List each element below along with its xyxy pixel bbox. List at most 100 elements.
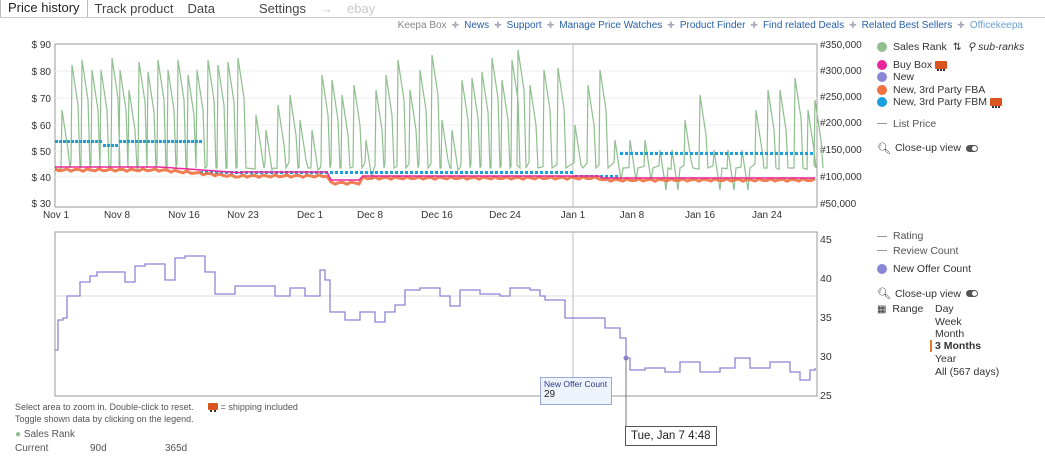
legend-buy-box-label: Buy Box	[893, 59, 932, 71]
fbm-point	[187, 140, 190, 143]
toggle-icon[interactable]	[966, 145, 978, 152]
tick-rank-300000: #300,000	[820, 66, 862, 77]
fbm-point	[83, 140, 86, 143]
sub-ranks-label: sub-ranks	[978, 41, 1024, 53]
review-dash-icon	[877, 250, 887, 251]
tick-price-50: $ 50	[32, 147, 52, 158]
range-day[interactable]: Day	[935, 303, 954, 315]
legend-sales-rank[interactable]: Sales Rank ⇅ ⚲ sub-ranks	[877, 41, 1024, 54]
fbm-point	[565, 171, 568, 174]
fbm-point	[520, 171, 523, 174]
fbm-point	[720, 152, 723, 155]
tick-nov-8: Nov 8	[104, 210, 131, 221]
fbm-point	[420, 171, 423, 174]
tick-nov-16: Nov 16	[168, 210, 200, 221]
fbm-point	[645, 152, 648, 155]
zoom-hint: Select area to zoom in. Double-click to …	[15, 402, 298, 412]
fbm-point	[535, 171, 538, 174]
legend-buy-box[interactable]: Buy Box	[877, 59, 1024, 72]
fbm-point	[71, 140, 74, 143]
top-left-axis: $ 90 $ 80 $ 70 $ 60 $ 50 $ 40 $ 30	[32, 40, 52, 210]
fbm-point	[111, 144, 114, 147]
tick-jan-8: Jan 8	[620, 210, 645, 221]
tick-jan-16: Jan 16	[685, 210, 715, 221]
fbm-point	[805, 152, 808, 155]
truck-icon	[208, 403, 218, 410]
fbm-point	[435, 171, 438, 174]
fbm-point	[330, 171, 333, 174]
fbm-point	[430, 171, 433, 174]
top-chart-grid	[55, 71, 817, 177]
fbm-point	[123, 140, 126, 143]
toggle-icon[interactable]	[966, 290, 978, 297]
fbm-point	[765, 152, 768, 155]
buy-box-dot-icon	[877, 60, 887, 70]
fbm-point	[87, 140, 90, 143]
fbm-point	[365, 171, 368, 174]
fbm-point	[183, 140, 186, 143]
fbm-point	[475, 171, 478, 174]
fbm-point	[525, 171, 528, 174]
legend-review-count[interactable]: Review Count	[877, 245, 978, 258]
fbm-point	[390, 171, 393, 174]
fbm-point	[179, 140, 182, 143]
fbm-point	[680, 152, 683, 155]
range-month[interactable]: Month	[935, 328, 964, 340]
bottom-legend: Rating Review Count New Offer Count 🔍︎ Cl…	[877, 230, 978, 300]
sub-ranks-toggle[interactable]: ⚲ sub-ranks	[968, 41, 1025, 53]
fbm-point	[67, 140, 70, 143]
closeup-toggle-top[interactable]: 🔍︎ Close-up view	[877, 142, 1024, 155]
offer-count-dot-icon	[877, 264, 887, 274]
rating-dash-icon	[877, 236, 887, 237]
fbm-point	[355, 171, 358, 174]
range-week[interactable]: Week	[935, 316, 962, 328]
fbm-point	[375, 171, 378, 174]
tick-rank-250000: #250,000	[820, 92, 862, 103]
range-year[interactable]: Year	[935, 353, 956, 365]
closeup-label: Close-up view	[895, 142, 961, 154]
legend-new-fbm[interactable]: New, 3rd Party FBM	[877, 96, 1024, 109]
hierarchy-icon: ⚲	[968, 41, 976, 53]
fbm-point	[650, 152, 653, 155]
stats-sales-rank[interactable]: ● Sales Rank	[15, 429, 75, 440]
fbm-point	[175, 140, 178, 143]
fbm-point	[730, 152, 733, 155]
legend-new[interactable]: New	[877, 71, 1024, 84]
fbm-point	[95, 140, 98, 143]
fbm-point	[195, 140, 198, 143]
fbm-point	[345, 171, 348, 174]
fbm-point	[540, 171, 543, 174]
fbm-point	[635, 152, 638, 155]
fbm-point	[410, 171, 413, 174]
legend-list-price[interactable]: List Price	[877, 118, 1024, 131]
crosshair-time-label: Tue, Jan 7 4:48	[625, 426, 717, 446]
fbm-point	[79, 140, 82, 143]
fbm-point	[350, 171, 353, 174]
fbm-point	[171, 140, 174, 143]
fbm-point	[495, 171, 498, 174]
sort-icon[interactable]: ⇅	[953, 41, 962, 53]
legend-new-fba[interactable]: New, 3rd Party FBA	[877, 84, 1024, 97]
legend-rating[interactable]: Rating	[877, 230, 978, 243]
fbm-point	[670, 152, 673, 155]
fbm-point	[810, 152, 813, 155]
fbm-point	[545, 171, 548, 174]
fbm-point	[167, 140, 170, 143]
range-all[interactable]: All (567 days)	[935, 366, 999, 378]
fbm-point	[705, 152, 708, 155]
fbm-point	[620, 152, 623, 155]
range-3-months[interactable]: 3 Months	[930, 340, 981, 352]
fbm-point	[515, 171, 518, 174]
tick-dec-16: Dec 16	[421, 210, 453, 221]
fbm-point	[530, 171, 533, 174]
fbm-point	[465, 171, 468, 174]
fbm-point	[570, 171, 573, 174]
fbm-point	[745, 152, 748, 155]
calendar-icon: ▦	[877, 304, 886, 315]
tick-count-30: 30	[820, 351, 832, 363]
legend-new-offer-count[interactable]: New Offer Count	[877, 263, 978, 276]
tick-dec-1: Dec 1	[297, 210, 324, 221]
closeup-toggle-bottom[interactable]: 🔍︎ Close-up view	[877, 288, 978, 301]
new-offer-count-series	[55, 256, 815, 380]
fbm-point	[675, 152, 678, 155]
